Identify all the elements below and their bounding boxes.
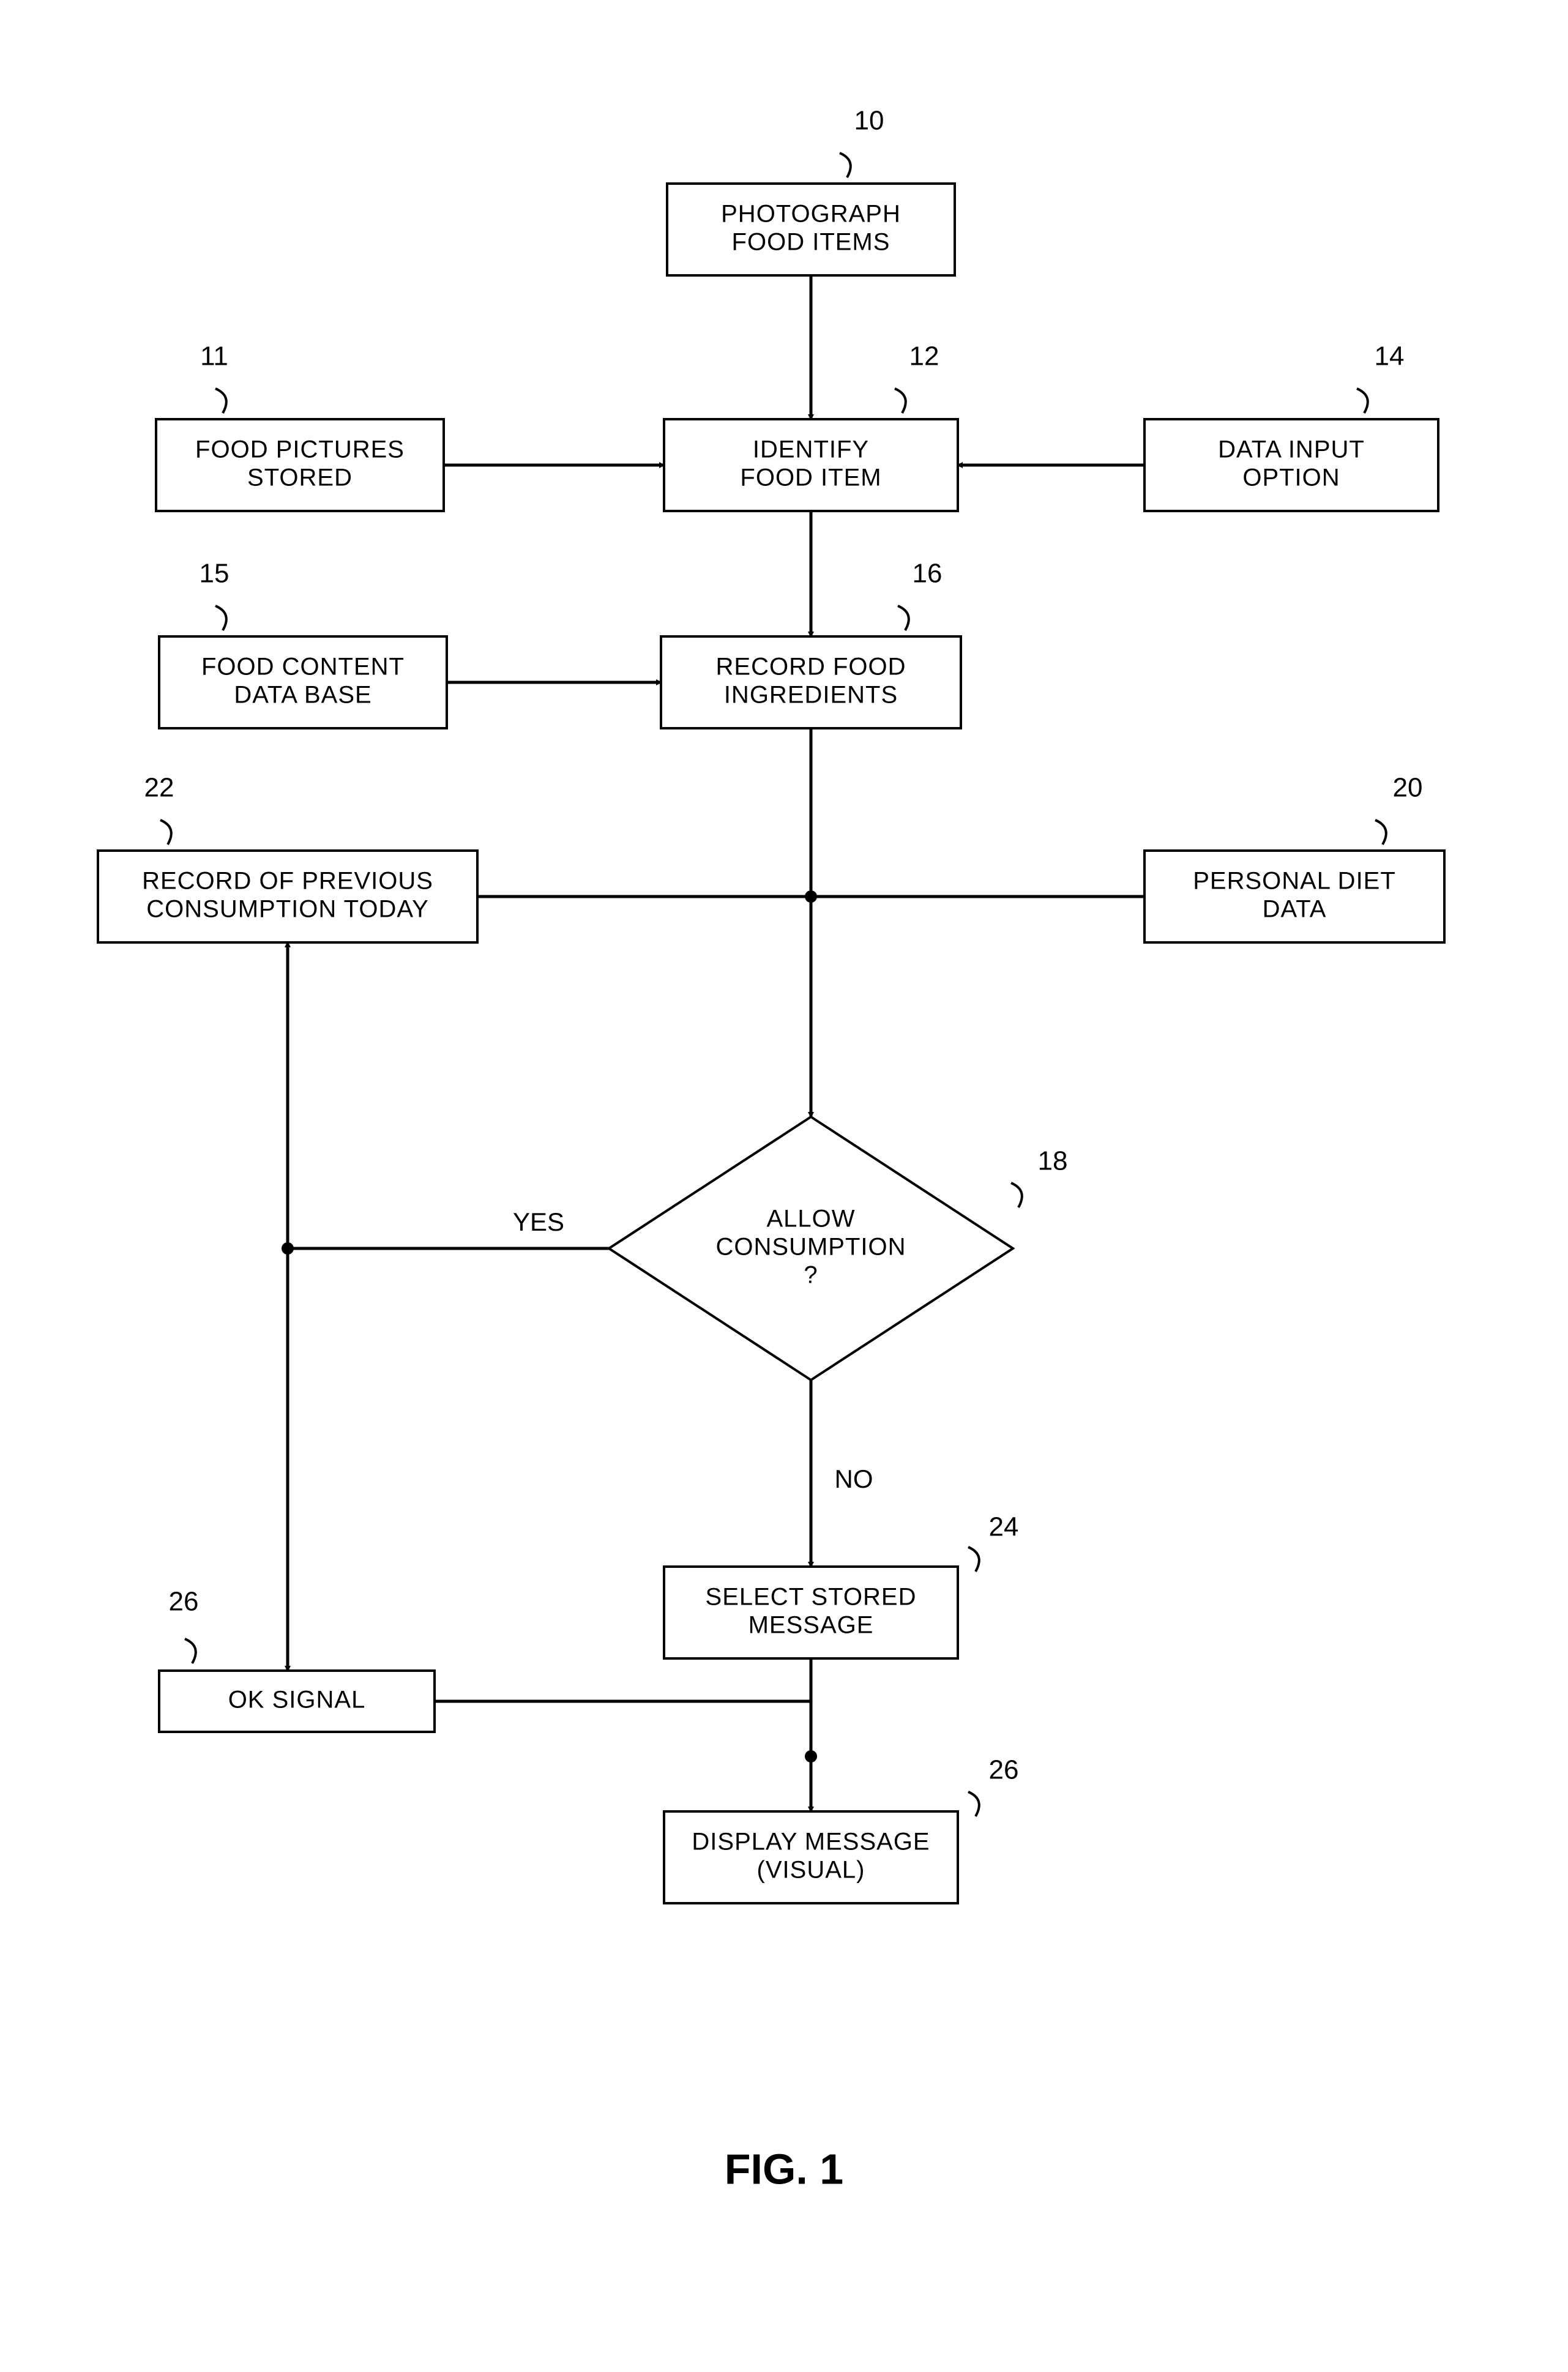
- ref-label-10: 10: [854, 106, 884, 136]
- ref-tick-16: [898, 606, 909, 630]
- node-text-n12-1: FOOD ITEM: [740, 464, 881, 491]
- junction-jYes: [282, 1242, 294, 1255]
- node-n16: RECORD FOODINGREDIENTS: [661, 636, 961, 728]
- node-text-n14-0: DATA INPUT: [1218, 436, 1365, 463]
- node-text-n15-0: FOOD CONTENT: [201, 654, 405, 681]
- ref-tick-24: [968, 1547, 979, 1572]
- node-text-n18-1: CONSUMPTION: [716, 1234, 906, 1261]
- node-text-n11-1: STORED: [247, 464, 353, 491]
- node-text-n26a-0: OK SIGNAL: [228, 1687, 366, 1714]
- node-text-n22-0: RECORD OF PREVIOUS: [142, 868, 433, 895]
- ref-label-18: 18: [1038, 1146, 1068, 1176]
- ref-tick-26: [185, 1639, 196, 1663]
- node-text-n16-0: RECORD FOOD: [716, 654, 906, 681]
- node-n22: RECORD OF PREVIOUSCONSUMPTION TODAY: [98, 851, 477, 942]
- edge-label-yes: YES: [513, 1207, 564, 1236]
- flowchart-figure: PHOTOGRAPHFOOD ITEMS FOOD PICTURESSTORED I…: [0, 0, 1568, 2372]
- node-n14: DATA INPUTOPTION: [1144, 419, 1438, 511]
- node-text-n24-1: MESSAGE: [749, 1612, 874, 1639]
- node-text-n14-1: OPTION: [1242, 464, 1340, 491]
- ref-label-20: 20: [1393, 773, 1423, 803]
- node-text-n22-1: CONSUMPTION TODAY: [146, 896, 429, 923]
- node-n18: ALLOWCONSUMPTION?: [609, 1117, 1013, 1380]
- ref-tick-15: [215, 606, 226, 630]
- node-n12: IDENTIFYFOOD ITEM: [664, 419, 958, 511]
- ref-label-26: 26: [169, 1587, 199, 1617]
- node-text-n16-1: INGREDIENTS: [724, 682, 898, 709]
- node-n26a: OK SIGNAL: [159, 1671, 435, 1732]
- node-text-n20-0: PERSONAL DIET: [1193, 868, 1396, 895]
- ref-label-12: 12: [909, 341, 939, 371]
- ref-tick-18: [1011, 1183, 1022, 1207]
- ref-tick-26: [968, 1792, 979, 1816]
- node-text-n18-0: ALLOW: [766, 1206, 855, 1233]
- node-text-n11-0: FOOD PICTURES: [195, 436, 405, 463]
- node-n11: FOOD PICTURESSTORED: [156, 419, 444, 511]
- node-n26b: DISPLAY MESSAGE(VISUAL): [664, 1811, 958, 1903]
- node-text-n26b-1: (VISUAL): [757, 1857, 865, 1884]
- ref-tick-11: [215, 389, 226, 413]
- edge-label-no: NO: [835, 1464, 873, 1493]
- figure-caption: FIG. 1: [725, 2145, 843, 2193]
- node-n20: PERSONAL DIETDATA: [1144, 851, 1444, 942]
- ref-label-11: 11: [200, 341, 228, 371]
- node-text-n10-0: PHOTOGRAPH: [721, 201, 901, 228]
- ref-tick-12: [895, 389, 906, 413]
- node-text-n20-1: DATA: [1263, 896, 1327, 923]
- node-n24: SELECT STOREDMESSAGE: [664, 1567, 958, 1658]
- ref-tick-10: [840, 153, 851, 177]
- ref-label-14: 14: [1375, 341, 1405, 371]
- node-n10: PHOTOGRAPHFOOD ITEMS: [667, 184, 955, 275]
- ref-label-24: 24: [989, 1512, 1019, 1542]
- edge-n26a-j2: [435, 1701, 811, 1756]
- labels-layer: YES NO 10 11 12 14 15 16 22 20 18 24 26 26: [144, 106, 1423, 1816]
- ref-tick-20: [1375, 820, 1386, 845]
- node-text-n18-2: ?: [804, 1262, 818, 1289]
- node-text-n12-0: IDENTIFY: [753, 436, 869, 463]
- ref-tick-22: [160, 820, 171, 845]
- nodes-layer: PHOTOGRAPHFOOD ITEMS FOOD PICTURESSTORED I…: [98, 184, 1444, 1903]
- node-text-n24-0: SELECT STORED: [706, 1584, 917, 1611]
- node-text-n15-1: DATA BASE: [234, 682, 371, 709]
- ref-tick-14: [1357, 389, 1368, 413]
- node-text-n26b-0: DISPLAY MESSAGE: [692, 1829, 930, 1855]
- ref-label-15: 15: [200, 559, 230, 589]
- ref-label-22: 22: [144, 773, 174, 803]
- node-text-n10-1: FOOD ITEMS: [732, 229, 890, 256]
- ref-label-26: 26: [989, 1755, 1019, 1785]
- junction-j2: [805, 1750, 817, 1762]
- junction-j1: [805, 890, 817, 903]
- node-n15: FOOD CONTENTDATA BASE: [159, 636, 447, 728]
- ref-label-16: 16: [913, 559, 943, 589]
